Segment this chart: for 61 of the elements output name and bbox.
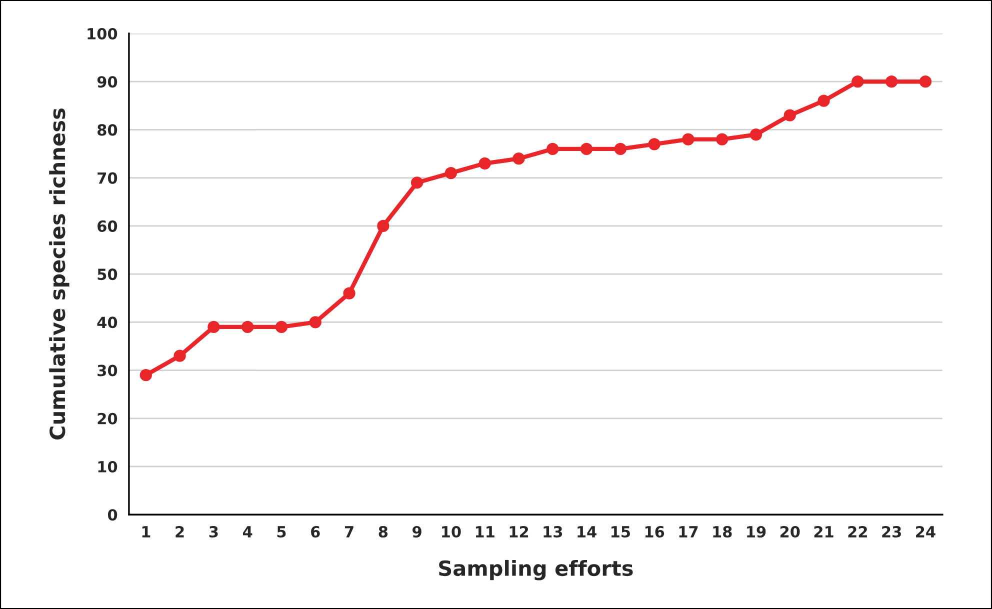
point bbox=[580, 142, 593, 156]
point bbox=[852, 76, 864, 88]
x-tick-label: 13 bbox=[544, 526, 562, 538]
x-tick-label: 3 bbox=[209, 526, 218, 538]
y-tick-label: 90 bbox=[97, 76, 118, 88]
point bbox=[512, 152, 525, 165]
point bbox=[885, 76, 898, 88]
x-tick-label: 16 bbox=[645, 526, 664, 538]
x-tick-label: 15 bbox=[612, 526, 630, 538]
x-tick-label: 9 bbox=[412, 526, 422, 538]
point bbox=[174, 350, 186, 362]
point bbox=[343, 287, 356, 300]
point bbox=[444, 166, 458, 180]
y-axis-title: Cumulative species richness bbox=[49, 108, 70, 440]
x-tick-label: 7 bbox=[344, 526, 354, 538]
y-tick-label: 80 bbox=[98, 124, 118, 136]
x-tick-label: 1 bbox=[142, 526, 150, 538]
x-tick-label: 5 bbox=[277, 526, 286, 538]
point bbox=[242, 320, 254, 334]
x-tick-label: 4 bbox=[242, 526, 252, 538]
point bbox=[275, 320, 288, 334]
point bbox=[208, 320, 220, 334]
x-tick-label: 17 bbox=[679, 526, 698, 538]
x-tick-label: 6 bbox=[311, 526, 320, 538]
point bbox=[818, 94, 830, 107]
point bbox=[682, 133, 694, 146]
point bbox=[784, 109, 796, 122]
y-tick-label: 20 bbox=[98, 412, 118, 424]
point bbox=[478, 157, 491, 170]
y-tick-label: 60 bbox=[98, 220, 118, 232]
y-tick-label: 10 bbox=[98, 460, 118, 473]
y-tick-label: 30 bbox=[98, 364, 118, 376]
x-tick-label: 10 bbox=[442, 526, 461, 538]
point bbox=[140, 369, 152, 382]
point bbox=[410, 176, 424, 189]
point bbox=[546, 142, 559, 156]
x-tick-label: 2 bbox=[176, 526, 184, 538]
point bbox=[716, 133, 728, 146]
point bbox=[648, 138, 660, 150]
x-tick-label: 18 bbox=[713, 526, 732, 538]
x-tick-label: 23 bbox=[882, 526, 901, 538]
x-tick-label: 14 bbox=[578, 526, 596, 538]
point bbox=[750, 128, 762, 141]
x-tick-label: 8 bbox=[378, 526, 388, 538]
x-tick-label: 24 bbox=[916, 526, 936, 538]
point bbox=[614, 142, 626, 156]
x-tick-label: 22 bbox=[848, 526, 867, 538]
x-tick-label: 12 bbox=[510, 526, 528, 538]
x-tick-label: 19 bbox=[747, 526, 766, 538]
y-tick-label: 70 bbox=[98, 172, 118, 184]
y-tick-label: 40 bbox=[97, 316, 118, 328]
x-tick-label: 20 bbox=[780, 526, 800, 538]
x-axis-title: Sampling efforts bbox=[439, 560, 633, 580]
y-tick-label: 100 bbox=[88, 28, 118, 40]
point bbox=[309, 316, 322, 328]
x-tick-label: 21 bbox=[814, 526, 834, 538]
y-tick-label: 0 bbox=[108, 509, 118, 521]
point bbox=[919, 76, 932, 88]
x-tick-label: 11 bbox=[476, 526, 494, 538]
point bbox=[377, 220, 390, 232]
y-tick-label: 50 bbox=[98, 268, 118, 280]
